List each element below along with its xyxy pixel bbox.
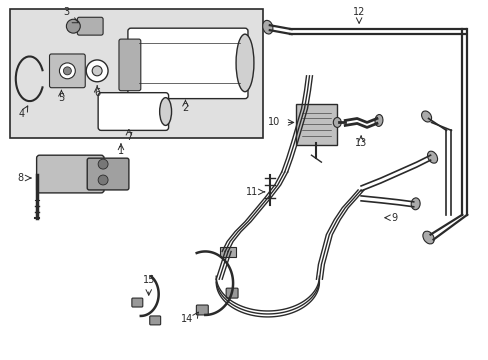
Text: 15: 15 xyxy=(142,275,155,285)
Text: 12: 12 xyxy=(352,7,365,17)
FancyBboxPatch shape xyxy=(77,17,103,35)
Bar xyxy=(220,247,236,257)
Text: 14: 14 xyxy=(181,314,193,324)
Text: 10: 10 xyxy=(267,117,279,127)
Text: 4: 4 xyxy=(19,109,25,118)
Ellipse shape xyxy=(422,231,433,244)
Text: 9: 9 xyxy=(391,213,397,223)
FancyBboxPatch shape xyxy=(128,28,247,99)
Text: 11: 11 xyxy=(245,187,257,197)
Bar xyxy=(10,9,263,138)
Ellipse shape xyxy=(427,151,437,163)
Ellipse shape xyxy=(262,21,272,34)
Ellipse shape xyxy=(236,34,253,92)
FancyBboxPatch shape xyxy=(149,316,161,325)
Ellipse shape xyxy=(333,117,341,127)
Circle shape xyxy=(86,60,108,82)
FancyBboxPatch shape xyxy=(119,39,141,91)
Ellipse shape xyxy=(421,111,431,122)
Circle shape xyxy=(60,63,75,79)
FancyBboxPatch shape xyxy=(98,93,168,130)
FancyBboxPatch shape xyxy=(225,288,238,298)
Text: 2: 2 xyxy=(182,103,188,113)
Text: 5: 5 xyxy=(58,93,64,103)
Circle shape xyxy=(63,67,71,75)
Circle shape xyxy=(92,66,102,76)
FancyBboxPatch shape xyxy=(87,158,129,190)
FancyBboxPatch shape xyxy=(295,104,337,145)
Ellipse shape xyxy=(410,198,419,210)
Text: 13: 13 xyxy=(354,138,366,148)
Ellipse shape xyxy=(374,114,382,126)
Circle shape xyxy=(98,175,108,185)
Ellipse shape xyxy=(160,98,171,125)
Circle shape xyxy=(66,19,80,33)
Text: 1: 1 xyxy=(118,146,124,156)
FancyBboxPatch shape xyxy=(37,155,104,193)
Text: 3: 3 xyxy=(63,7,69,17)
FancyBboxPatch shape xyxy=(49,54,85,88)
Text: 7: 7 xyxy=(125,132,132,142)
Text: 8: 8 xyxy=(18,173,24,183)
Text: 6: 6 xyxy=(94,88,100,98)
FancyBboxPatch shape xyxy=(196,305,208,315)
FancyBboxPatch shape xyxy=(132,298,142,307)
Circle shape xyxy=(98,159,108,169)
